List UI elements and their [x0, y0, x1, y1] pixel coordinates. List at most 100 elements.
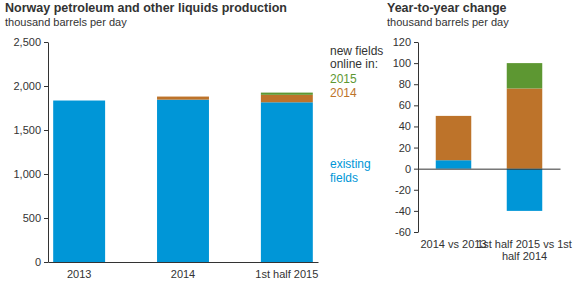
tick: 60	[399, 99, 418, 111]
tick-mark	[44, 130, 48, 131]
tick-label: -60	[395, 226, 411, 238]
bars	[436, 63, 543, 211]
bar-segment	[53, 262, 105, 263]
chart-title: Year-to-year change	[387, 1, 507, 15]
tick-mark	[44, 86, 48, 87]
tick-label: 100	[393, 57, 411, 69]
tick-mark	[414, 126, 418, 127]
tick-mark	[414, 84, 418, 85]
axis-line	[418, 43, 419, 233]
tick: 2,500	[13, 36, 48, 48]
tick: 1st half 2015	[255, 268, 318, 280]
bar-segment	[436, 116, 472, 160]
tick: 100	[393, 57, 418, 69]
chart-subtitle: thousand barrels per day	[387, 16, 509, 28]
x-axis: 2013 2014 1st half 2015	[49, 263, 319, 280]
tick: 40	[399, 120, 418, 132]
tick-label: 1st half 2015 vs 1sthalf 2014	[477, 238, 572, 263]
text-line: 1st half 2015 vs 1st	[477, 238, 572, 250]
tick-label: 80	[399, 78, 411, 90]
tick-mark	[44, 174, 48, 175]
tick: -20	[395, 184, 418, 196]
tick-label: 2013	[67, 268, 91, 280]
bar-segment	[261, 102, 313, 262]
tick-mark	[414, 232, 418, 233]
tick-label: 20	[399, 142, 411, 154]
tick-label: 0	[405, 163, 411, 175]
text-line: half 2014	[502, 250, 547, 262]
bar-segment	[53, 101, 105, 262]
tick-label: 120	[393, 36, 411, 48]
text-line: 1st half 2015	[255, 268, 318, 280]
tick: 2013	[67, 268, 91, 280]
tick-label: 2,000	[13, 80, 41, 92]
tick-label: 2,500	[13, 36, 41, 48]
y-axis: 0 500 1,000 1,500 2,000 2,500	[13, 36, 48, 268]
tick-mark	[414, 190, 418, 191]
tick-mark	[414, 42, 418, 43]
legend-entry: 2015	[330, 72, 357, 86]
tick-label: -20	[395, 184, 411, 196]
chart-title: Norway petroleum and other liquids produ…	[5, 1, 287, 15]
bar-segment	[436, 160, 472, 168]
tick-label: 2014	[171, 268, 195, 280]
tick: 500	[23, 212, 48, 224]
tick-label: -40	[395, 205, 411, 217]
tick-mark	[44, 262, 48, 263]
tick-mark	[414, 211, 418, 212]
tick: 2,000	[13, 80, 48, 92]
tick: -60	[395, 226, 418, 238]
tick: 1,000	[13, 168, 48, 180]
tick-mark	[414, 169, 418, 170]
tick-label: 1,000	[13, 168, 41, 180]
legend: new fieldsonline in:20152014 existingfiel…	[330, 44, 383, 185]
bar-segment	[507, 88, 543, 168]
bars	[53, 93, 313, 262]
tick: -40	[395, 205, 418, 217]
tick: 120	[393, 36, 418, 48]
bar-segment	[261, 95, 313, 102]
tick-label: 1st half 2015	[255, 268, 318, 280]
tick-label: 40	[399, 120, 411, 132]
tick-label: 0	[35, 256, 41, 268]
text-line: 2014	[171, 268, 195, 280]
tick: 0	[35, 256, 48, 268]
tick-mark	[414, 63, 418, 64]
tick: 1,500	[13, 124, 48, 136]
axis-line	[419, 169, 561, 170]
x-axis: 2014 vs 20131st half 2015 vs 1sthalf 201…	[419, 169, 572, 262]
chart-panel: Norway petroleum and other liquids produ…	[5, 1, 383, 280]
bar-segment	[53, 262, 105, 263]
tick: 1st half 2015 vs 1sthalf 2014	[477, 238, 572, 263]
tick: 0	[405, 163, 418, 175]
tick: 80	[399, 78, 418, 90]
legend-entry: existingfields	[330, 157, 371, 185]
chart-subtitle: thousand barrels per day	[5, 16, 127, 28]
tick: 2014	[171, 268, 195, 280]
bar-segment	[261, 93, 313, 95]
text-line: existing	[330, 157, 371, 171]
bar-segment	[157, 262, 209, 263]
chart-panel: Year-to-year changethousand barrels per …	[387, 1, 572, 262]
tick-label: 1,500	[13, 124, 41, 136]
chart-root: Norway petroleum and other liquids produ…	[0, 0, 575, 285]
tick-mark	[44, 218, 48, 219]
tick-mark	[414, 105, 418, 106]
legend-title: online in:	[330, 57, 378, 71]
axis-line	[49, 262, 319, 263]
tick-mark	[414, 148, 418, 149]
bar-segment	[157, 97, 209, 100]
tick-mark	[44, 42, 48, 43]
axis-line	[48, 43, 49, 263]
tick-label: 60	[399, 99, 411, 111]
legend-entry: 2014	[330, 86, 357, 100]
text-line: 2013	[67, 268, 91, 280]
legend-title: new fields	[330, 44, 383, 58]
bar-segment	[507, 63, 543, 88]
text-line: fields	[330, 171, 358, 185]
bar-segment	[507, 169, 543, 211]
bar-segment	[157, 100, 209, 262]
y-axis: -60 -40 -20 0 20 40 60 80 100 120	[393, 36, 419, 238]
tick: 20	[399, 142, 418, 154]
tick-label: 500	[23, 212, 41, 224]
